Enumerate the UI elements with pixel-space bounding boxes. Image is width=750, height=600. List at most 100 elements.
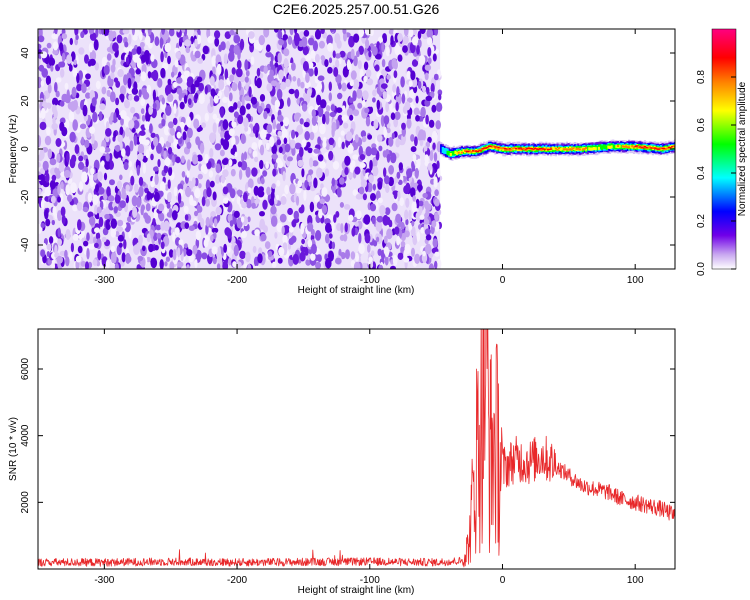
noise-speckle bbox=[169, 261, 175, 269]
noise-speckle bbox=[194, 50, 201, 59]
noise-speckle bbox=[137, 255, 144, 262]
noise-speckle bbox=[412, 153, 417, 163]
signal-segment bbox=[491, 145, 494, 148]
noise-speckle bbox=[434, 260, 438, 269]
noise-speckle bbox=[291, 146, 296, 156]
noise-speckle bbox=[113, 77, 119, 83]
noise-speckle bbox=[51, 174, 57, 182]
x-tick-label: 0 bbox=[500, 575, 506, 586]
noise-speckle bbox=[270, 80, 278, 87]
noise-speckle bbox=[150, 153, 154, 161]
noise-speckle bbox=[227, 246, 231, 253]
signal-segment bbox=[669, 145, 672, 149]
noise-speckle bbox=[167, 78, 172, 86]
noise-speckle bbox=[403, 249, 408, 261]
noise-speckle bbox=[307, 222, 314, 232]
signal-segment bbox=[526, 148, 529, 151]
noise-speckle bbox=[161, 29, 166, 35]
signal-segment bbox=[600, 145, 604, 150]
noise-speckle bbox=[292, 253, 299, 265]
signal-segment bbox=[562, 148, 565, 151]
noise-speckle bbox=[46, 251, 50, 257]
signal-segment bbox=[607, 145, 610, 149]
signal-segment bbox=[586, 145, 589, 151]
noise-speckle bbox=[294, 142, 302, 150]
noise-speckle bbox=[59, 100, 65, 107]
noise-speckle bbox=[414, 253, 421, 264]
noise-speckle bbox=[124, 99, 130, 109]
noise-speckle bbox=[201, 196, 206, 207]
signal-segment bbox=[667, 146, 670, 148]
noise-speckle bbox=[431, 104, 437, 113]
noise-speckle bbox=[65, 184, 70, 196]
noise-speckle bbox=[388, 176, 394, 187]
noise-speckle bbox=[247, 216, 251, 223]
noise-speckle bbox=[420, 106, 426, 118]
noise-speckle bbox=[375, 220, 383, 232]
noise-speckle bbox=[155, 224, 162, 231]
noise-speckle bbox=[354, 221, 359, 227]
noise-speckle bbox=[209, 148, 214, 158]
noise-speckle bbox=[276, 123, 281, 131]
noise-speckle bbox=[434, 29, 439, 36]
noise-speckle bbox=[187, 98, 192, 106]
noise-speckle bbox=[352, 109, 360, 117]
noise-speckle bbox=[321, 204, 328, 214]
noise-speckle bbox=[110, 228, 117, 238]
noise-speckle bbox=[215, 163, 221, 174]
noise-speckle bbox=[316, 167, 323, 179]
noise-speckle bbox=[52, 206, 57, 217]
noise-speckle bbox=[304, 246, 309, 256]
noise-speckle bbox=[237, 161, 243, 168]
noise-speckle bbox=[434, 212, 439, 221]
noise-speckle bbox=[213, 231, 217, 240]
noise-speckle bbox=[103, 172, 108, 181]
noise-speckle bbox=[176, 29, 181, 33]
noise-speckle bbox=[426, 37, 433, 46]
signal-segment bbox=[642, 145, 645, 148]
noise-speckle bbox=[248, 86, 252, 98]
signal-segment bbox=[639, 146, 642, 148]
noise-speckle bbox=[384, 175, 390, 185]
noise-speckle bbox=[283, 48, 290, 57]
noise-speckle bbox=[247, 178, 254, 189]
noise-speckle bbox=[172, 248, 177, 261]
signal-segment bbox=[572, 147, 575, 150]
noise-speckle bbox=[423, 145, 428, 152]
noise-speckle bbox=[202, 45, 209, 55]
noise-speckle bbox=[361, 136, 367, 143]
signal-segment bbox=[640, 147, 643, 149]
noise-speckle bbox=[435, 102, 443, 112]
noise-speckle bbox=[271, 183, 276, 190]
noise-speckle bbox=[39, 149, 45, 160]
noise-speckle bbox=[137, 153, 144, 161]
noise-speckle bbox=[344, 155, 351, 166]
noise-speckle bbox=[194, 38, 198, 47]
noise-speckle bbox=[408, 29, 414, 38]
noise-speckle bbox=[175, 51, 181, 59]
noise-speckle bbox=[277, 257, 283, 264]
noise-speckle bbox=[237, 80, 242, 91]
noise-speckle bbox=[427, 47, 432, 57]
noise-speckle bbox=[104, 213, 110, 220]
noise-speckle bbox=[413, 107, 420, 116]
noise-speckle bbox=[319, 161, 326, 169]
noise-speckle bbox=[313, 148, 321, 154]
noise-speckle bbox=[118, 242, 123, 248]
noise-speckle bbox=[57, 210, 62, 222]
noise-speckle bbox=[305, 72, 310, 83]
noise-speckle bbox=[371, 250, 375, 257]
noise-speckle bbox=[325, 257, 332, 269]
noise-speckle bbox=[212, 256, 217, 265]
noise-speckle bbox=[131, 29, 135, 36]
noise-speckle bbox=[438, 93, 442, 101]
signal-segment bbox=[503, 148, 506, 151]
noise-speckle bbox=[76, 73, 80, 84]
noise-speckle bbox=[194, 92, 199, 100]
noise-speckle bbox=[280, 195, 287, 205]
signal-segment bbox=[540, 147, 543, 150]
noise-speckle bbox=[46, 243, 52, 251]
noise-speckle bbox=[319, 99, 327, 109]
signal-segment bbox=[448, 151, 451, 156]
